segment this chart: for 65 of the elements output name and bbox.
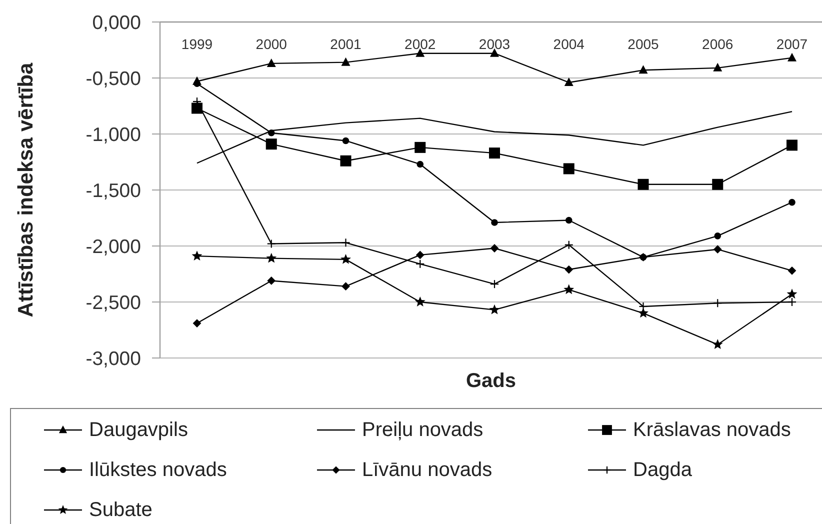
point [564,77,574,86]
legend-label: Līvānu novads [362,458,492,482]
point [491,219,498,226]
point [713,245,722,254]
x-tick-label: 2004 [553,36,585,52]
point [563,163,574,174]
point [342,282,350,291]
point [266,138,277,150]
point [342,137,350,144]
y-tick-label: -3,000 [86,348,142,370]
x-tick-label: 2007 [776,36,808,52]
point [414,296,426,306]
point [416,160,424,168]
x-tick-label: 2002 [404,36,436,52]
point [340,254,351,264]
point [192,319,202,328]
point [341,57,350,66]
point [714,232,722,240]
point [490,244,499,252]
y-tick-label: -1,500 [86,180,142,202]
x-tick-label: 2001 [330,36,362,52]
point [266,58,276,67]
point [786,288,798,299]
x-tick-label: 2005 [628,36,660,52]
point [564,284,574,294]
point [340,155,352,166]
y-tick-label: 0,000 [92,12,142,34]
point [192,250,202,261]
legend-label: Preiļu novads [362,418,484,442]
y-tick-label: -2,000 [86,236,142,258]
point [712,178,724,190]
point [788,266,796,275]
y-tick-label: -1,000 [86,124,142,146]
point [713,62,722,72]
x-axis-title: Gads [464,369,518,393]
legend-label: Daugavpils [89,418,188,442]
y-axis-title: Attīstības indeksa vērtība [14,62,38,318]
point [414,142,426,153]
point [638,65,648,74]
point [788,198,796,206]
point [266,252,277,263]
y-tick-label: -0,500 [86,68,142,90]
x-tick-label: 1999 [181,36,213,52]
point [638,178,649,190]
point [268,129,275,136]
point [194,80,200,87]
y-tick-label: -2,500 [86,292,142,314]
x-tick-label: 2003 [478,36,510,52]
legend-label: Subate [89,498,152,522]
point [416,250,424,260]
point [712,339,723,350]
point [192,102,202,114]
point [638,308,648,318]
point [489,304,500,314]
x-tick-label: 2000 [256,36,288,52]
point [267,276,276,285]
point [489,148,500,159]
point [564,265,574,274]
legend-label: Dagda [633,458,692,482]
point [788,52,796,62]
point [565,216,572,224]
legend-label: Ilūkstes novads [89,458,227,482]
legend-label: Krāslavas novads [633,418,791,442]
point [786,140,798,151]
x-tick-label: 2006 [702,36,734,52]
